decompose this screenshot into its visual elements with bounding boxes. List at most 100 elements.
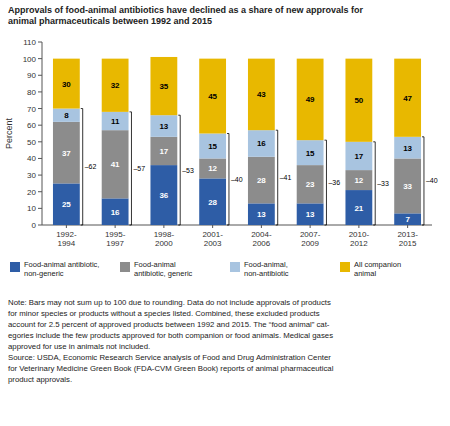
y-tick [38,225,42,226]
x-tick [163,225,164,228]
legend-swatch [10,262,20,272]
text-line: product approvals. [8,375,72,384]
data-label: 49 [306,95,315,104]
text-line: 2012 [350,239,368,248]
bar-segment [297,203,324,225]
text-line: Approvals of food-animal antibiotics hav… [8,5,364,15]
x-tick-label: 2001-2003 [202,230,223,248]
text-line: for minor species or products without a … [8,309,320,318]
y-tick-label: 40 [27,154,36,163]
data-label: 30 [62,80,71,89]
bar-segment [150,57,177,115]
x-tick [407,225,408,228]
bar-segment [102,198,129,225]
text-line: 2000 [155,239,173,248]
y-tick [38,108,42,109]
data-labels: 2516362813132173741171228231233811131516… [62,80,413,225]
x-tick-label: 2010-2012 [349,230,370,248]
data-label: 37 [62,149,71,158]
y-tick-label: 50 [27,138,36,147]
data-label: 23 [306,180,315,189]
bracket-label: –62 [85,163,97,170]
data-label: 17 [159,147,168,156]
bar-segment [199,59,226,134]
data-label: 13 [403,144,412,153]
text-line: antibiotic, generic [134,269,193,278]
text-line: 2013- [397,230,418,239]
text-line: non-generic [24,269,64,278]
bar-segment [345,170,372,190]
y-tick [38,208,42,209]
text-line: egories include the few products approve… [8,331,333,340]
bracket [178,115,180,225]
y-tick [38,75,42,76]
x-tick [212,225,213,228]
bar-segment [150,137,177,165]
bar-segment [345,142,372,170]
data-label: 13 [257,210,266,219]
legend-swatch [120,262,130,272]
y-tick-label: 30 [27,171,36,180]
bar-segment [150,165,177,225]
text-line: All companion [354,260,401,269]
bar-segment [248,157,275,204]
y-tick-label: 100 [23,55,37,64]
text-line: 2004- [251,230,272,239]
bar-segment [248,203,275,225]
data-label: 25 [62,200,71,209]
legend-label: Food-animalantibiotic, generic [134,260,193,278]
bar-segment [102,112,129,130]
bar-segment [345,190,372,225]
bar-segment [199,178,226,225]
bracket-label: –53 [182,167,194,174]
y-tick [38,175,42,176]
bar-segment [394,59,421,137]
y-tick [38,141,42,142]
y-tick [38,125,42,126]
data-label: 13 [306,210,315,219]
text-line: 2006 [252,239,270,248]
brackets: –62–57–53–40–41–36–33–40 [81,109,438,225]
text-line: Food-animal, [244,260,288,269]
data-label: 41 [111,160,120,169]
bracket [422,137,424,225]
text-line: 1992- [56,230,77,239]
bracket [130,112,132,225]
data-label: 32 [111,81,120,90]
bracket-label: –41 [280,174,292,181]
data-label: 33 [403,182,412,191]
x-tick-label: 1998-2000 [154,230,175,248]
legend-label: All companionanimal [354,260,401,278]
data-label: 15 [208,142,217,151]
data-label: 28 [208,198,217,207]
text-line: animal pharmaceuticals between 1992 and … [8,16,212,26]
data-label: 35 [159,82,168,91]
text-line: animal [354,269,376,278]
y-axis-line [42,42,43,225]
data-label: 16 [111,208,120,217]
data-label: 8 [64,111,69,120]
y-tick [38,191,42,192]
y-tick-label: 80 [27,88,36,97]
x-tick-label: 1995-1997 [105,230,126,248]
y-tick [38,58,42,59]
data-label: 16 [257,139,266,148]
x-tick-label: 2004-2006 [251,230,272,248]
data-label: 11 [111,117,120,126]
y-tick-label: 110 [23,38,36,47]
bar-segment [150,115,177,137]
bar-segment [102,59,129,112]
text-line: Note: Bars may not sum up to 100 due to … [8,298,331,307]
legend-swatch [340,262,350,272]
title: Approvals of food-animal antibiotics hav… [8,5,364,26]
text-line: 1998- [154,230,175,239]
text-line: 1994 [57,239,75,248]
legend-swatch [230,262,240,272]
bracket-label: –36 [328,179,340,186]
bracket [227,134,229,226]
bar-segment [394,213,421,225]
data-label: 13 [159,122,168,131]
data-label: 17 [354,152,363,161]
x-tick [115,225,116,228]
bracket-label: –57 [133,165,145,172]
